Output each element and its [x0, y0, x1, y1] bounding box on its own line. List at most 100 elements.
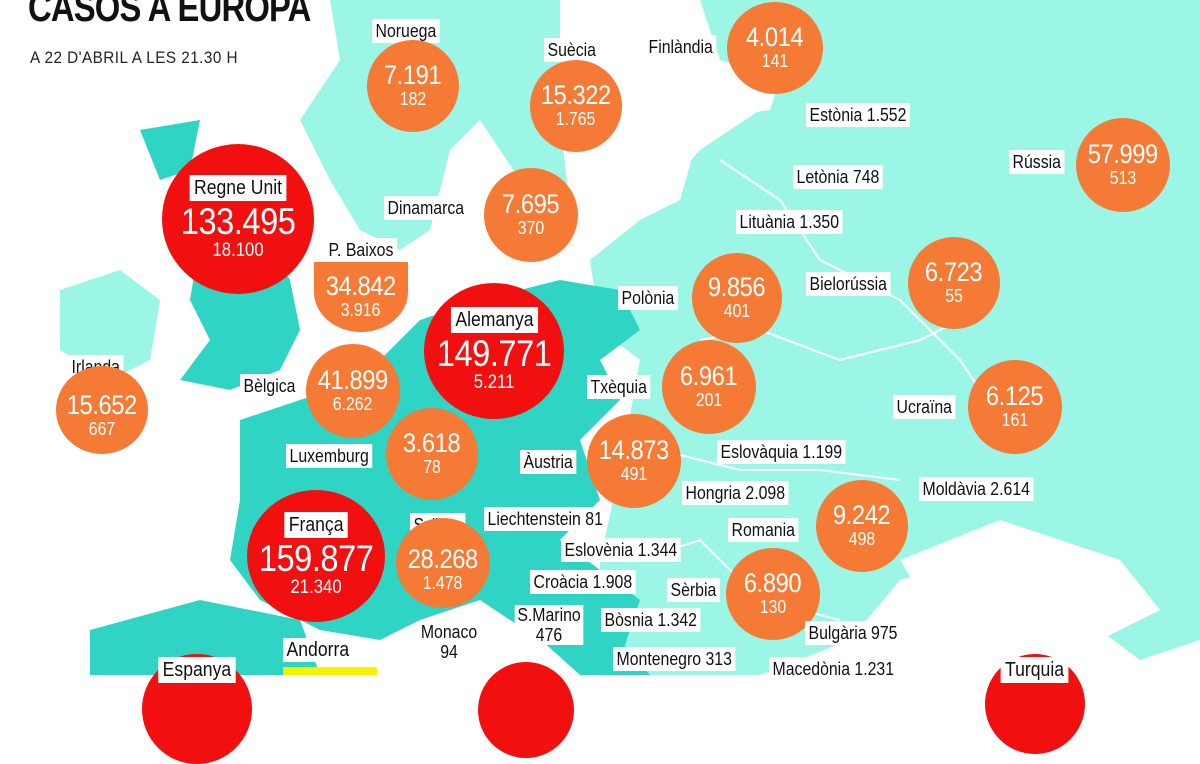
cases-value: 15.322	[540, 79, 612, 110]
label-estonia: Estònia 1.552	[806, 103, 910, 127]
cases-value: 15.652	[66, 389, 138, 420]
bubble-finlandia: 4.014 141	[727, 2, 823, 94]
label-bielorussia: Bielorússia	[806, 272, 891, 296]
label-croacia: Croàcia 1.908	[530, 570, 636, 594]
land-ireland	[60, 270, 160, 380]
cases-value: 6.723	[925, 256, 983, 287]
cases-value: 149.771	[436, 333, 552, 375]
deaths-value: 21.340	[290, 577, 342, 599]
cases-value: 34.842	[325, 270, 397, 301]
deaths-value: 130	[759, 596, 787, 617]
bubble-belgica: 41.899 6.262	[306, 344, 400, 438]
label-belgica: Bèlgica	[240, 374, 300, 398]
bubble-alemanya: Alemanya 149.771 5.211	[424, 283, 564, 419]
bubble-serbia: 6.890 130	[726, 548, 820, 640]
bubble-franca: França 159.877 21.340	[247, 490, 385, 622]
label-austria: Àustria	[520, 450, 577, 474]
label-montenegro: Montenegro 313	[613, 647, 736, 671]
bubble-dinamarca: 7.695 370	[484, 168, 578, 262]
san-marino-value: 476	[535, 625, 563, 645]
label-txequia: Txèquia	[587, 375, 651, 399]
deaths-value: 141	[761, 50, 789, 71]
bubble-p-baixos: 34.842 3.916	[314, 262, 408, 332]
label-finlandia: Finlàndia	[645, 35, 717, 59]
label-andorra: Andorra	[283, 638, 353, 662]
bubble-regne-unit: Regne Unit 133.495 18.100	[162, 144, 314, 294]
bubble-ucraina: 6.125 161	[968, 360, 1062, 454]
cases-value: 159.877	[258, 538, 374, 580]
label-p-baixos: P. Baixos	[325, 238, 397, 262]
cases-value: 57.999	[1087, 138, 1159, 169]
label-moldavia: Moldàvia 2.614	[919, 477, 1034, 501]
bubble-suecia: 15.322 1.765	[530, 60, 622, 152]
deaths-value: 513	[1109, 167, 1137, 188]
deaths-value: 78	[423, 456, 441, 477]
bubble-turquia: Turquia	[985, 654, 1085, 754]
label-romania: Romania	[728, 518, 799, 542]
land-finland-gap	[620, 0, 780, 120]
cases-value: 7.695	[502, 188, 560, 219]
label-lituania: Lituània 1.350	[736, 210, 843, 234]
label-eslovenia: Eslovènia 1.344	[561, 538, 681, 562]
cases-value: 6.961	[680, 360, 738, 391]
page-subtitle: A 22 D'ABRIL A LES 21.30 H	[30, 48, 238, 67]
label-espanya: Espanya	[158, 657, 236, 683]
label-alemanya: Alemanya	[450, 307, 538, 334]
cases-value: 41.899	[317, 364, 389, 395]
label-bulgaria: Bulgària 975	[805, 621, 901, 645]
label-turquia: Turquia	[1001, 657, 1069, 683]
deaths-value: 201	[695, 389, 723, 410]
bubble-suissa: 28.268 1.478	[396, 518, 490, 608]
deaths-value: 491	[620, 463, 648, 484]
label-macedonia: Macedònia 1.231	[769, 657, 898, 681]
cases-value: 14.873	[598, 434, 670, 465]
bubble-luxemburg: 3.618 78	[386, 408, 478, 500]
cases-value: 7.191	[384, 59, 442, 90]
label-letonia: Letònia 748	[793, 165, 883, 189]
label-bosnia: Bòsnia 1.342	[601, 608, 701, 632]
bubble-bielorussia: 6.723 55	[908, 237, 1000, 329]
label-hongria: Hongria 2.098	[682, 481, 789, 505]
deaths-value: 1.478	[423, 572, 463, 593]
label-noruega: Noruega	[372, 19, 440, 43]
cases-value: 4.014	[746, 21, 804, 52]
label-dinamarca: Dinamarca	[384, 196, 468, 220]
label-san-marino: S.Marino 476	[514, 605, 584, 645]
deaths-value: 18.100	[212, 240, 264, 262]
label-luxemburg: Luxemburg	[286, 444, 373, 468]
label-serbia: Sèrbia	[667, 578, 720, 602]
deaths-value: 3.916	[341, 299, 381, 320]
black-sea	[900, 520, 1160, 640]
bubble-italia	[478, 662, 574, 758]
bubble-irlanda: 15.652 667	[56, 366, 148, 454]
cases-value: 9.242	[833, 499, 891, 530]
deaths-value: 5.211	[473, 372, 515, 394]
label-ucraina: Ucraïna	[893, 395, 956, 419]
bubble-espanya: Espanya	[142, 654, 252, 764]
label-polonia: Polònia	[618, 286, 678, 310]
bubble-txequia: 6.961 201	[662, 340, 756, 434]
deaths-value: 667	[88, 418, 116, 439]
bubble-polonia: 9.856 401	[692, 253, 782, 343]
page-title: CASOS A EUROPA	[28, 0, 311, 30]
label-monaco: Monaco 94	[418, 622, 480, 662]
bubble-romania: 9.242 498	[816, 480, 908, 572]
deaths-value: 161	[1001, 409, 1029, 430]
monaco-name: Monaco	[420, 622, 478, 642]
deaths-value: 370	[517, 217, 545, 238]
label-franca: França	[284, 512, 348, 539]
deaths-value: 6.262	[333, 393, 373, 414]
cases-value: 9.856	[708, 271, 766, 302]
cases-value: 6.890	[744, 567, 802, 598]
monaco-value: 94	[440, 642, 458, 662]
bubble-austria: 14.873 491	[587, 414, 681, 508]
bubble-noruega: 7.191 182	[367, 40, 459, 132]
label-russia: Rússia	[1009, 150, 1065, 174]
label-suecia: Suècia	[544, 38, 600, 62]
andorra-highlight	[283, 667, 377, 675]
deaths-value: 1.765	[556, 108, 596, 129]
cases-value: 28.268	[407, 543, 479, 574]
bubble-russia: 57.999 513	[1076, 118, 1170, 212]
cases-value: 3.618	[403, 427, 461, 458]
cases-value: 6.125	[986, 380, 1044, 411]
